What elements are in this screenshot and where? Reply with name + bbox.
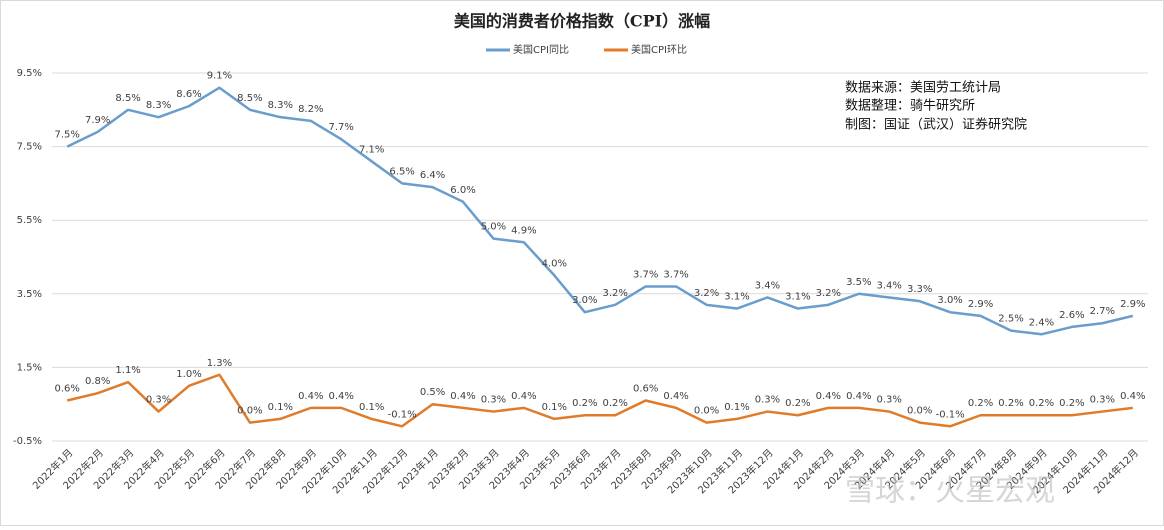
data-label: 1.3% bbox=[207, 358, 232, 369]
data-label: 0.6% bbox=[633, 384, 658, 395]
data-label: 3.7% bbox=[663, 269, 688, 280]
data-label: 0.4% bbox=[846, 391, 871, 402]
watermark: 雪球：火星宏观 bbox=[845, 474, 1055, 509]
data-label: 2.7% bbox=[1090, 306, 1115, 317]
data-label: 3.4% bbox=[877, 280, 902, 291]
legend-label: 美国CPI同比 bbox=[513, 43, 569, 56]
data-label: 0.2% bbox=[572, 398, 597, 409]
data-label: 2.6% bbox=[1059, 310, 1084, 321]
y-tick-label: -0.5% bbox=[13, 436, 42, 447]
data-label: 0.3% bbox=[481, 395, 506, 406]
data-label: 0.2% bbox=[968, 398, 993, 409]
data-label: 0.6% bbox=[55, 384, 80, 395]
data-label: 0.1% bbox=[724, 402, 749, 413]
data-label: 7.7% bbox=[329, 122, 354, 133]
data-label: 0.1% bbox=[268, 402, 293, 413]
annotation: 制图：国证（武汉）证券研究院 bbox=[845, 117, 1027, 133]
data-label: 7.9% bbox=[85, 115, 110, 126]
data-label: 0.5% bbox=[420, 387, 445, 398]
data-label: 2.9% bbox=[968, 299, 993, 310]
data-label: 0.2% bbox=[603, 398, 628, 409]
data-label: 0.8% bbox=[85, 376, 110, 387]
data-label: 5.0% bbox=[481, 222, 506, 233]
data-label: -0.1% bbox=[388, 409, 417, 420]
data-label: 0.4% bbox=[816, 391, 841, 402]
y-tick-label: 1.5% bbox=[17, 362, 42, 373]
data-label: 0.3% bbox=[146, 395, 171, 406]
data-label: 3.1% bbox=[724, 292, 749, 303]
data-label: 6.5% bbox=[389, 166, 414, 177]
annotation: 数据整理：骑牛研究所 bbox=[845, 99, 975, 114]
data-label: 3.2% bbox=[816, 288, 841, 299]
y-tick-label: 3.5% bbox=[17, 289, 42, 300]
legend-label: 美国CPI环比 bbox=[631, 43, 687, 56]
data-label: 2.9% bbox=[1120, 299, 1145, 310]
data-label: 4.9% bbox=[511, 225, 536, 236]
data-label: 3.0% bbox=[572, 295, 597, 306]
data-label: 3.7% bbox=[633, 269, 658, 280]
data-label: 1.1% bbox=[115, 365, 140, 376]
data-label: 3.3% bbox=[907, 284, 932, 295]
data-label: 0.3% bbox=[755, 395, 780, 406]
data-label: 6.0% bbox=[450, 185, 475, 196]
data-label: 6.4% bbox=[420, 170, 445, 181]
data-label: 0.2% bbox=[1029, 398, 1054, 409]
chart-title: 美国的消费者价格指数（CPI）涨幅 bbox=[454, 12, 710, 31]
y-tick-label: 9.5% bbox=[17, 68, 42, 79]
data-label: 0.0% bbox=[694, 406, 719, 417]
data-label: 2.4% bbox=[1029, 317, 1054, 328]
data-label: 0.2% bbox=[1059, 398, 1084, 409]
data-label: 0.0% bbox=[237, 406, 262, 417]
data-label: 8.5% bbox=[115, 93, 140, 104]
data-label: -0.1% bbox=[936, 409, 965, 420]
data-label: 3.5% bbox=[846, 277, 871, 288]
data-label: 0.2% bbox=[998, 398, 1023, 409]
y-tick-label: 7.5% bbox=[17, 142, 42, 153]
data-label: 8.3% bbox=[268, 100, 293, 111]
data-label: 0.3% bbox=[877, 395, 902, 406]
series-line bbox=[66, 373, 1133, 428]
data-label: 0.1% bbox=[359, 402, 384, 413]
data-label: 0.4% bbox=[298, 391, 323, 402]
data-label: 3.2% bbox=[603, 288, 628, 299]
data-label: 9.1% bbox=[207, 71, 232, 82]
data-label: 0.4% bbox=[329, 391, 354, 402]
annotation: 数据来源：美国劳工统计局 bbox=[845, 80, 1001, 96]
data-label: 3.1% bbox=[785, 292, 810, 303]
data-label: 1.0% bbox=[176, 369, 201, 380]
data-label: 0.4% bbox=[663, 391, 688, 402]
data-label: 3.0% bbox=[937, 295, 962, 306]
data-label: 4.0% bbox=[542, 258, 567, 269]
data-label: 7.1% bbox=[359, 144, 384, 155]
data-label: 8.2% bbox=[298, 104, 323, 115]
data-label: 8.3% bbox=[146, 100, 171, 111]
data-label: 0.4% bbox=[511, 391, 536, 402]
data-label: 2.5% bbox=[998, 314, 1023, 325]
data-label: 0.4% bbox=[1120, 391, 1145, 402]
data-label: 0.1% bbox=[542, 402, 567, 413]
y-tick-label: 5.5% bbox=[17, 215, 42, 226]
data-label: 0.3% bbox=[1090, 395, 1115, 406]
data-label: 3.2% bbox=[694, 288, 719, 299]
data-label: 8.5% bbox=[237, 93, 262, 104]
data-label: 3.4% bbox=[755, 280, 780, 291]
data-label: 8.6% bbox=[176, 89, 201, 100]
series-line bbox=[66, 86, 1134, 336]
data-label: 0.4% bbox=[450, 391, 475, 402]
data-label: 0.0% bbox=[907, 406, 932, 417]
data-label: 7.5% bbox=[55, 130, 80, 141]
data-label: 0.2% bbox=[785, 398, 810, 409]
